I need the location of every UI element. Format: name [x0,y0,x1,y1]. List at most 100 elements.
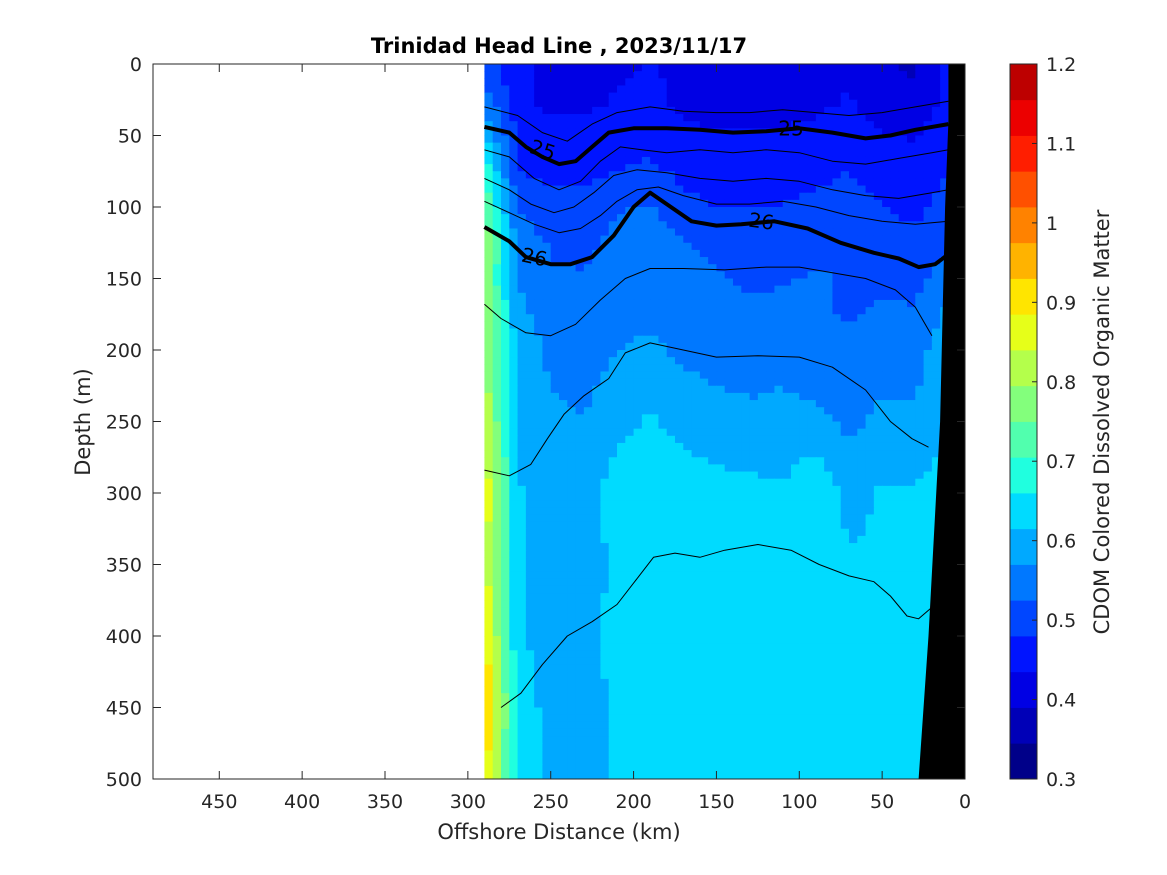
field-cell [600,643,610,651]
field-cell [641,249,651,258]
field-cell [915,664,925,673]
field-cell [824,664,834,673]
field-cell [890,64,900,72]
field-cell [534,407,544,415]
field-cell [550,493,560,501]
field-cell [608,557,618,566]
field-cell [691,450,701,458]
field-cell [915,221,925,230]
field-cell [509,521,519,530]
field-cell [517,314,527,322]
field-cell [791,135,800,144]
field-cell [559,292,568,301]
field-cell [882,414,892,423]
field-cell [666,421,676,430]
field-cell [501,350,510,358]
field-cell [600,478,610,487]
field-cell [666,585,676,594]
field-cell [625,199,635,208]
field-cell [542,464,552,473]
field-cell [509,385,519,394]
field-cell [567,614,577,623]
field-cell [799,164,809,172]
field-cell [832,385,842,394]
field-cell [517,278,527,287]
field-cell [550,357,560,365]
field-cell [691,543,701,551]
field-cell [484,92,494,101]
field-cell [534,442,544,451]
field-cell [824,414,834,423]
field-cell [575,593,585,601]
field-cell [774,543,784,551]
field-cell [857,636,867,644]
field-cell [923,192,933,201]
field-cell [807,364,817,373]
field-cell [550,142,560,151]
field-cell [757,92,767,101]
field-cell [484,99,494,108]
field-cell [517,364,527,373]
field-cell [890,99,900,108]
field-cell [832,292,842,301]
field-cell [716,521,726,530]
field-cell [733,364,742,373]
field-cell [890,478,900,487]
field-cell [525,442,535,451]
field-cell [699,156,709,165]
field-cell [484,557,494,566]
field-cell [757,450,767,458]
field-cell [534,400,544,408]
field-cell [675,185,684,194]
field-cell [832,228,842,237]
field-cell [749,221,759,230]
field-cell [559,64,568,72]
field-cell [931,142,941,151]
field-cell [815,593,825,601]
field-cell [583,507,593,516]
field-cell [567,636,577,644]
field-cell [492,142,502,151]
field-cell [608,371,618,380]
field-cell [517,457,527,465]
field-cell [525,64,535,72]
field-cell [757,478,767,487]
field-cell [501,564,510,573]
field-cell [807,199,817,208]
field-cell [650,650,660,659]
field-cell [484,521,494,530]
field-cell [832,378,842,387]
field-cell [600,593,610,601]
field-cell [484,450,494,458]
field-cell [782,485,792,494]
field-cell [890,528,900,537]
field-cell [650,235,660,244]
field-cell [675,607,684,616]
field-cell [733,514,742,523]
field-cell [890,657,900,666]
field-cell [724,149,734,158]
field-cell [559,371,568,380]
field-cell [484,271,494,280]
field-cell [907,228,916,237]
field-cell [542,149,552,158]
field-cell [873,149,883,158]
field-cell [733,106,742,115]
field-cell [575,350,585,358]
field-cell [600,600,610,608]
field-cell [907,321,916,330]
field-cell [567,121,577,129]
field-cell [666,106,676,115]
field-cell [873,135,883,144]
field-cell [907,442,916,451]
field-cell [650,335,660,344]
field-cell [517,678,527,687]
field-cell [600,64,610,72]
field-cell [641,156,651,165]
field-cell [625,307,635,315]
field-cell [741,235,751,244]
field-cell [625,435,635,444]
field-cell [617,342,626,351]
field-cell [691,221,701,230]
field-cell [882,285,892,294]
